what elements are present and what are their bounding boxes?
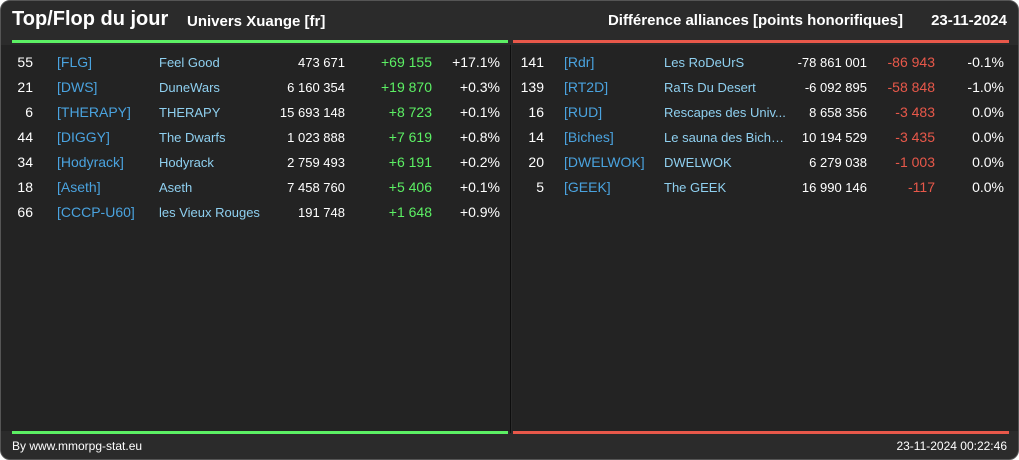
flop-row: 139 [RT2D] RaTs Du Desert -6 092 895 -58 848… [512,74,1018,99]
difference-cell: -58 848 [887,79,935,95]
percent-cell: +0.9% [459,204,500,220]
top-row: 6 [THERAPY] THERAPY 15 693 148 +8 723 +0.1% [1,99,510,124]
points-cell: 6 160 354 [287,80,345,95]
difference-cell: +6 191 [388,154,432,170]
difference-cell: -3 483 [895,104,935,120]
alliance-name-link[interactable]: Rescapes des Univ... [664,105,786,120]
difference-cell: +8 723 [388,104,432,120]
difference-cell: -1 003 [895,154,935,170]
percent-cell: 0.0% [972,129,1004,145]
flop-row: 14 [Biches] Le sauna des Biche... 10 194 52… [512,124,1018,149]
points-cell: 1 023 888 [287,130,345,145]
rank-cell: 34 [17,154,33,170]
difference-cell: +5 406 [388,179,432,195]
rank-cell: 66 [17,204,33,220]
difference-cell: +69 155 [381,54,432,70]
alliance-name-link[interactable]: Les RoDeUrS [664,55,745,70]
rank-cell: 55 [17,54,33,70]
flop-row: 20 [DWELWOK] DWELWOK 6 279 038 -1 003 0.0% [512,149,1018,174]
percent-cell: 0.0% [972,154,1004,170]
percent-cell: -0.1% [967,54,1004,70]
alliance-tag-link[interactable]: [DIGGY] [57,129,110,145]
alliance-tag-link[interactable]: [Biches] [564,129,614,145]
points-cell: 473 671 [298,55,345,70]
rank-cell: 139 [520,79,544,95]
points-cell: 2 759 493 [287,155,345,170]
universe-label: Univers Xuange [fr] [187,13,326,30]
difference-cell: +1 648 [388,204,432,220]
percent-cell: 0.0% [972,104,1004,120]
alliance-name-link[interactable]: DWELWOK [664,155,732,170]
alliance-tag-link[interactable]: [DWS] [57,79,98,95]
flop-row: 16 [RUD] Rescapes des Univ... 8 658 356 -3 4… [512,99,1018,124]
alliance-tag-link[interactable]: [DWELWOK] [564,154,645,170]
flop-accent-bar [513,40,1009,43]
flop-panel: 141 [Rdr] Les RoDeUrS -78 861 001 -86 943 -0.… [512,45,1018,431]
alliance-tag-link[interactable]: [RUD] [564,104,603,120]
alliance-tag-link[interactable]: [FLG] [57,54,93,70]
generated-timestamp: 23-11-2024 00:22:46 [896,439,1007,453]
top-row: 44 [DIGGY] The Dwarfs 1 023 888 +7 619 +0.8% [1,124,510,149]
difference-cell: -3 435 [895,129,935,145]
report-date: 23-11-2024 [931,12,1007,29]
rank-cell: 6 [25,104,33,120]
alliance-tag-link[interactable]: [Aseth] [57,179,101,195]
points-cell: 8 658 356 [809,105,867,120]
percent-cell: +17.1% [452,54,500,70]
difference-cell: -86 943 [887,54,935,70]
points-cell: 191 748 [298,205,345,220]
panel-divider [510,45,511,433]
alliance-name-link[interactable]: The GEEK [664,180,727,195]
credit-link[interactable]: By www.mmorpg-stat.eu [12,439,143,453]
flop-bottom-bar [513,431,1009,434]
top-row: 21 [DWS] DuneWars 6 160 354 +19 870 +0.3% [1,74,510,99]
percent-cell: -1.0% [967,79,1004,95]
top-row: 55 [FLG] Feel Good 473 671 +69 155 +17.1% [1,49,510,74]
top-panel: 55 [FLG] Feel Good 473 671 +69 155 +17.1% 21 [D… [1,45,510,431]
flop-row: 141 [Rdr] Les RoDeUrS -78 861 001 -86 943 -0.… [512,49,1018,74]
top-accent-bar [12,40,508,43]
top-bottom-bar [12,431,508,434]
alliance-tag-link[interactable]: [CCCP-U60] [57,204,135,220]
header: Top/Flop du jour Univers Xuange [fr] Dif… [1,1,1018,39]
rank-cell: 18 [17,179,33,195]
alliance-tag-link[interactable]: [Rdr] [564,54,595,70]
page-title: Top/Flop du jour [12,8,169,30]
rank-cell: 14 [528,129,544,145]
rank-cell: 44 [17,129,33,145]
percent-cell: +0.2% [459,154,500,170]
difference-cell: -117 [908,179,935,195]
metric-label: Différence alliances [points honorifique… [607,12,903,29]
alliance-name-link[interactable]: Le sauna des Biche... [664,130,788,145]
percent-cell: +0.1% [459,104,500,120]
points-cell: 16 990 146 [801,180,867,195]
points-cell: 6 279 038 [809,155,867,170]
points-cell: 15 693 148 [279,105,345,120]
points-cell: -78 861 001 [797,55,867,70]
percent-cell: +0.8% [459,129,500,145]
alliance-tag-link[interactable]: [Hodyrack] [57,154,124,170]
flop-row: 5 [GEEK] The GEEK 16 990 146 -117 0.0% [512,174,1018,199]
rank-cell: 141 [520,54,544,70]
alliance-tag-link[interactable]: [THERAPY] [57,104,131,120]
difference-cell: +19 870 [381,79,432,95]
percent-cell: +0.1% [459,179,500,195]
rank-cell: 5 [536,179,544,195]
alliance-tag-link[interactable]: [RT2D] [564,79,609,95]
percent-cell: +0.3% [459,79,500,95]
top-row: 18 [Aseth] Aseth 7 458 760 +5 406 +0.1% [1,174,510,199]
alliance-name-link[interactable]: RaTs Du Desert [664,80,756,95]
difference-cell: +7 619 [388,129,432,145]
points-cell: 10 194 529 [801,130,867,145]
percent-cell: 0.0% [972,179,1004,195]
top-row: 66 [CCCP-U60] les Vieux Rouges 191 748 +1 64… [1,199,510,224]
alliance-tag-link[interactable]: [GEEK] [564,179,611,195]
points-cell: 7 458 760 [287,180,345,195]
rank-cell: 21 [17,79,33,95]
top-row: 34 [Hodyrack] Hodyrack 2 759 493 +6 191 +0.2% [1,149,510,174]
rank-cell: 16 [528,104,544,120]
rank-cell: 20 [528,154,544,170]
points-cell: -6 092 895 [804,80,867,95]
